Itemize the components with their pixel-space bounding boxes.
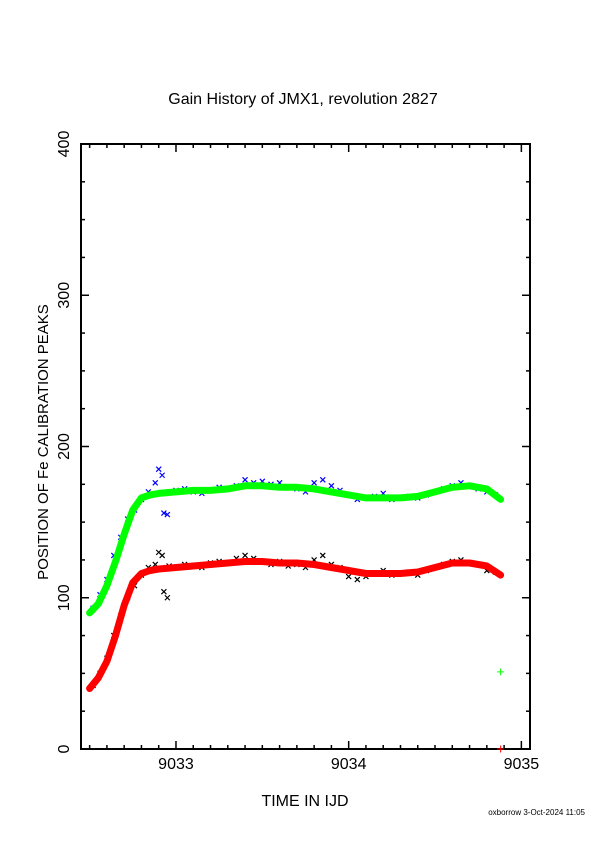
x-marker-point — [242, 552, 248, 559]
y-axis-label: POSITION OF Fe CALIBRATION PEAKS — [35, 304, 52, 580]
plus-marker-point — [497, 668, 505, 676]
plot-frame — [80, 143, 531, 750]
x-marker-point — [328, 482, 335, 489]
series-line — [86, 558, 505, 692]
x-tick-label: 9035 — [504, 756, 540, 773]
y-tick-label: 100 — [56, 584, 73, 611]
x-axis-label: TIME IN IJD — [261, 793, 348, 810]
axis-tick-labels: 9033 9034 9035 0 100 200 300 400 — [56, 131, 539, 773]
y-tick-label: 0 — [56, 744, 73, 753]
x-marker-point — [160, 510, 167, 516]
x-marker-point — [152, 479, 159, 486]
x-marker-point — [164, 511, 171, 518]
x-marker-point — [354, 576, 361, 583]
x-marker-point — [155, 549, 162, 556]
x-tick-label: 9033 — [158, 756, 194, 773]
x-marker-point — [345, 573, 352, 580]
plus-marker-point — [497, 745, 505, 753]
series-line — [86, 482, 505, 617]
footer-stamp: oxborrow 3-Oct-2024 11:05 — [488, 808, 585, 817]
x-marker-point — [311, 479, 318, 486]
x-marker-point — [160, 588, 167, 595]
x-tick-label: 9034 — [331, 756, 367, 773]
axis-ticks — [81, 143, 530, 750]
x-marker-point — [242, 476, 248, 483]
x-marker-point — [164, 594, 171, 601]
x-marker-point — [319, 476, 326, 483]
y-tick-label: 200 — [56, 433, 73, 460]
x-marker-point — [155, 466, 162, 473]
chart-title: Gain History of JMX1, revolution 2827 — [168, 91, 438, 108]
data-marks — [86, 466, 505, 753]
y-tick-label: 300 — [56, 282, 73, 309]
x-marker-point — [159, 472, 166, 479]
x-marker-point — [319, 552, 326, 559]
y-tick-label: 400 — [56, 131, 73, 158]
